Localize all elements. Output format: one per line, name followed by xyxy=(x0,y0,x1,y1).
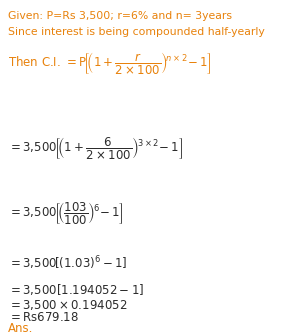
Text: $=3{,}500\!\left[\!\left(\dfrac{103}{100}\right)^{\!6}\!-1\right]$: $=3{,}500\!\left[\!\left(\dfrac{103}{100… xyxy=(8,200,124,226)
Text: $=\mathrm{Rs}679.18$: $=\mathrm{Rs}679.18$ xyxy=(8,311,79,324)
Text: $=3{,}500\!\left[\left(1.03\right)^{6}-1\right]$: $=3{,}500\!\left[\left(1.03\right)^{6}-1… xyxy=(8,254,127,272)
Text: Given: P=Rs 3,500; r=6% and n= 3years: Given: P=Rs 3,500; r=6% and n= 3years xyxy=(8,11,232,21)
Text: $=3{,}500\times0.194052$: $=3{,}500\times0.194052$ xyxy=(8,298,127,312)
Text: $=3{,}500\!\left[\!\left(1+\dfrac{6}{2\times100}\right)^{\!3\times2}\!-1\right]$: $=3{,}500\!\left[\!\left(1+\dfrac{6}{2\t… xyxy=(8,135,183,161)
Text: $=3{,}500\left[1.194052-1\right]$: $=3{,}500\left[1.194052-1\right]$ xyxy=(8,282,144,297)
Text: Then C.I. $=\mathrm{P}\!\left[\!\left(1+\dfrac{r}{2\times100}\right)^{\!n\times2: Then C.I. $=\mathrm{P}\!\left[\!\left(1+… xyxy=(8,50,212,76)
Text: Ans.: Ans. xyxy=(8,322,33,335)
Text: Since interest is being compounded half-yearly: Since interest is being compounded half-… xyxy=(8,27,265,37)
